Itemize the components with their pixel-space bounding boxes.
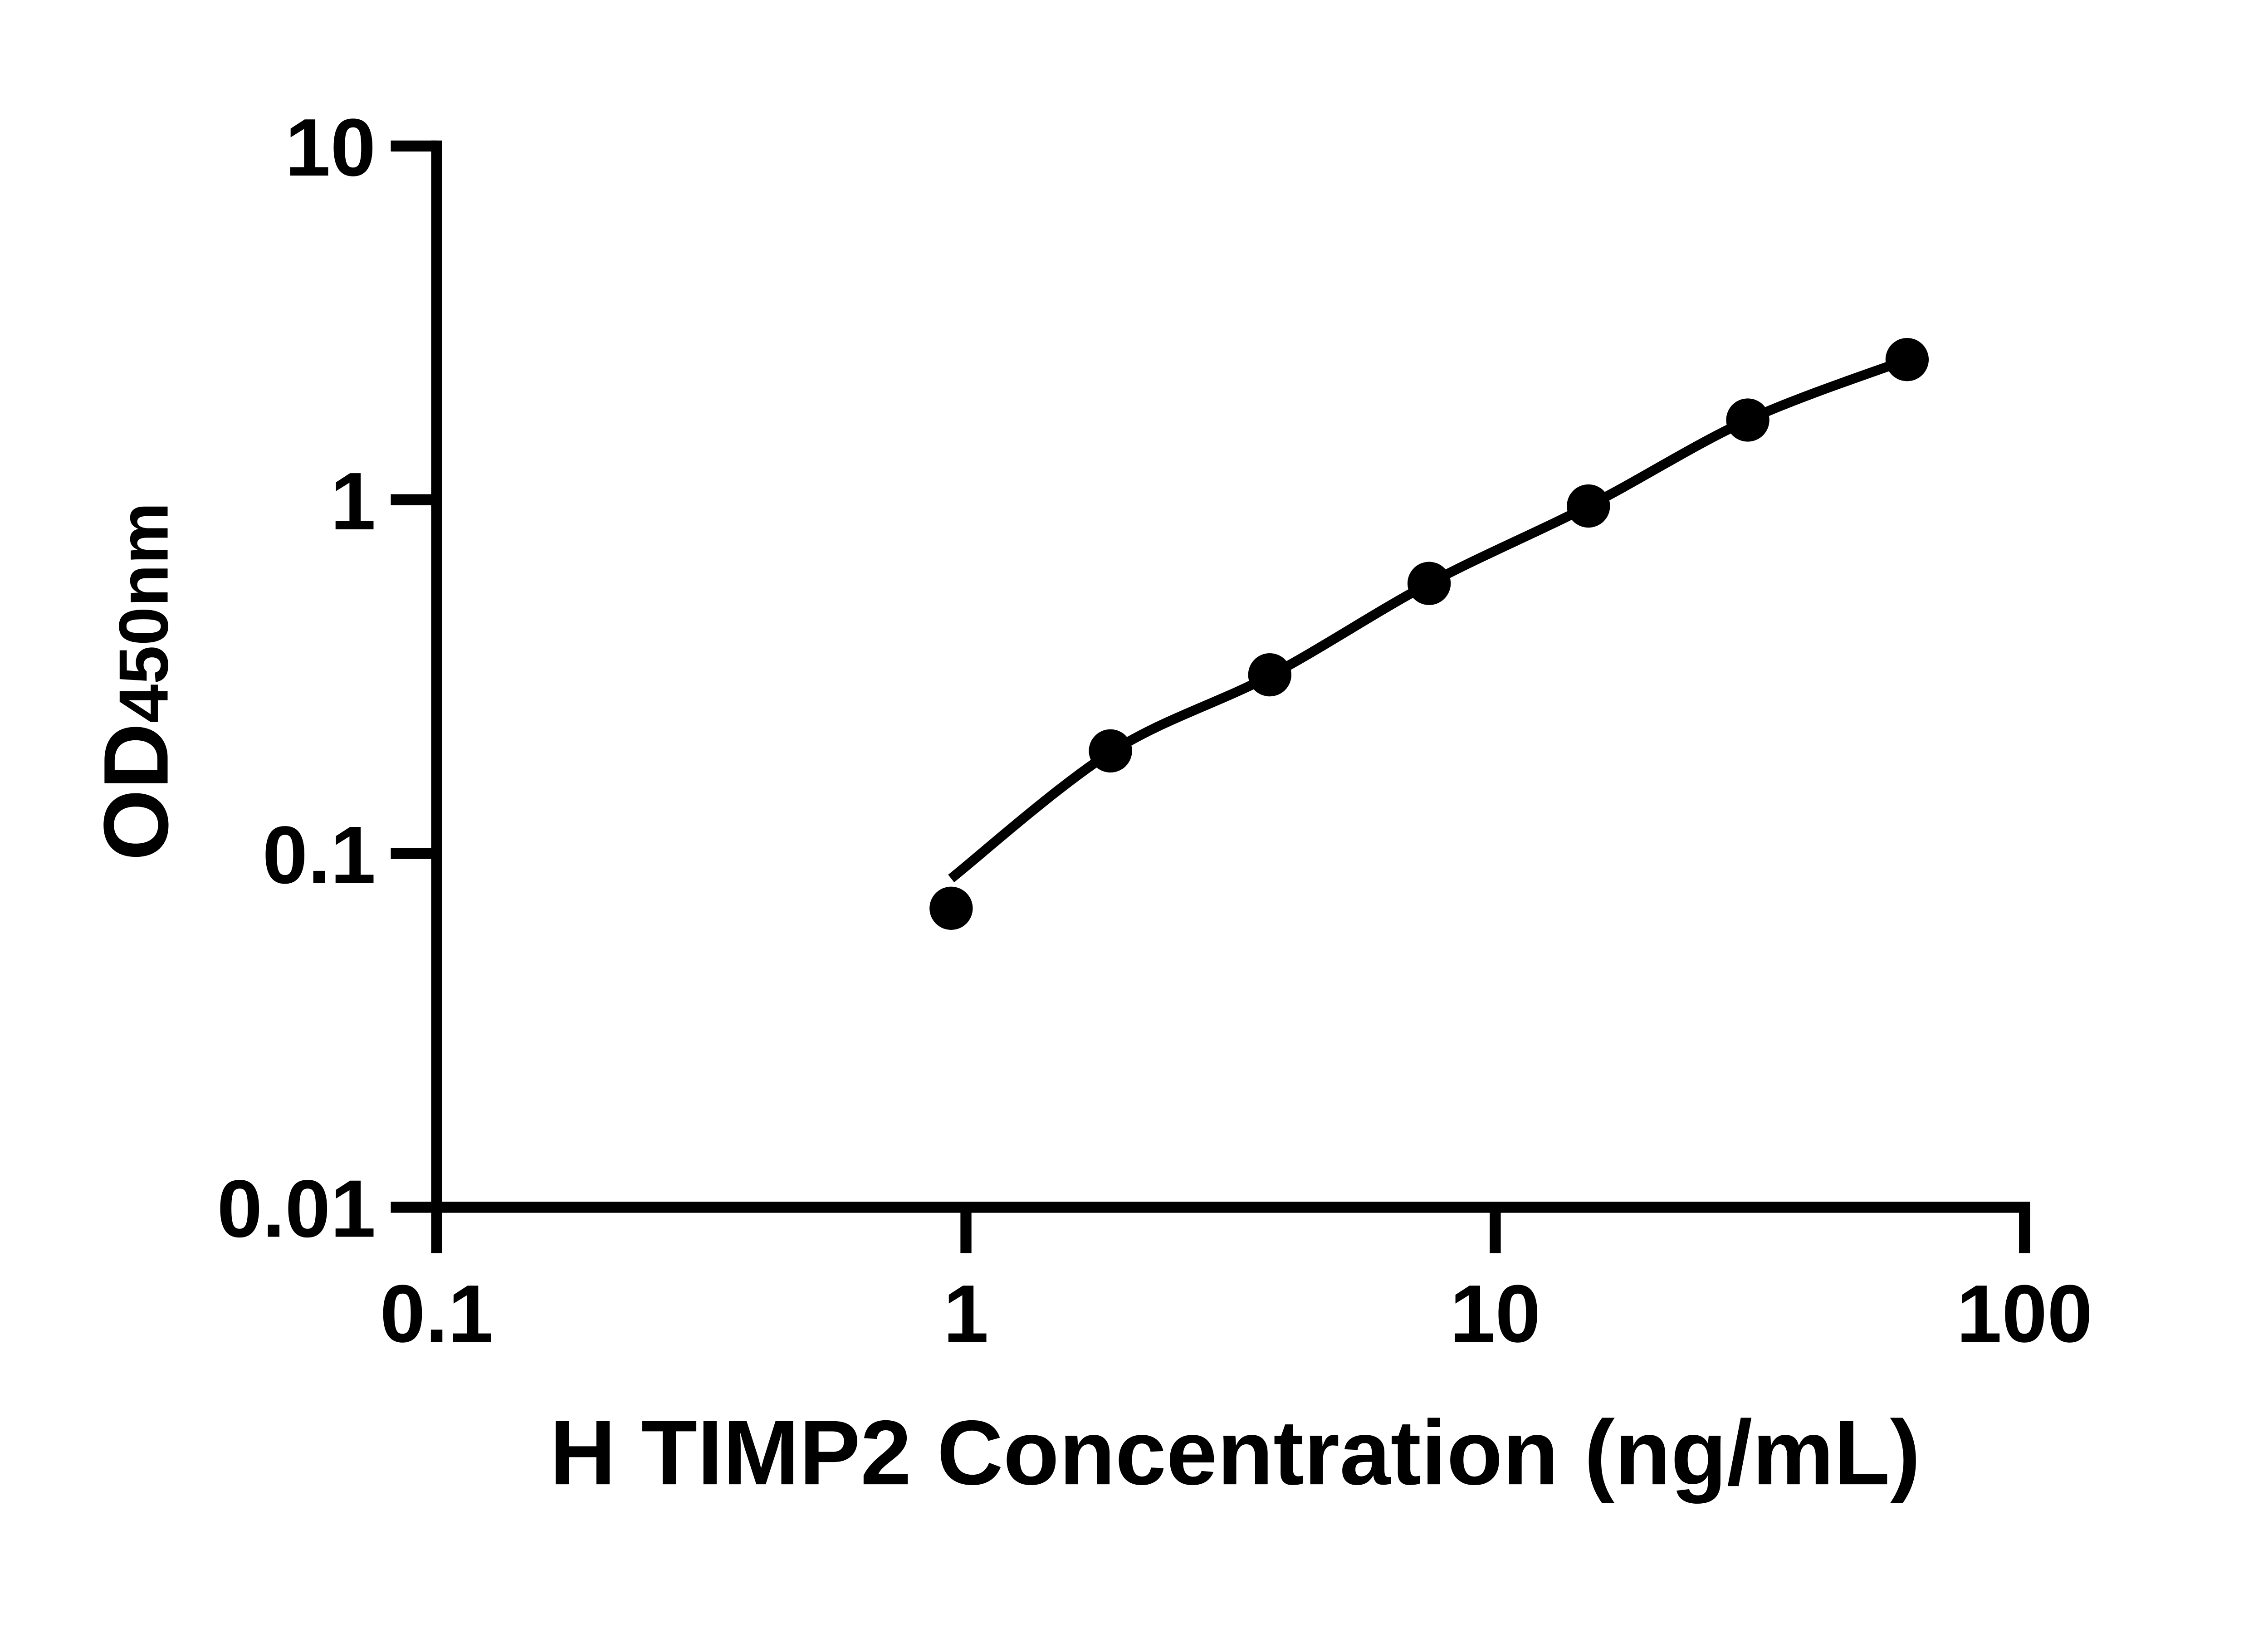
x-tick-label-1: 1 [943,1268,988,1359]
chart-canvas: 10 1 0.1 0.01 0.1 1 10 100 H TIMP2 Conce… [84,102,2093,1504]
y-axis-title-subscript: 450nm [105,502,183,723]
y-tick-label-0.1: 0.1 [262,810,376,901]
data-point-marker [1089,729,1132,773]
data-point-marker [1407,562,1451,605]
y-tick-label-10: 10 [285,102,376,193]
data-point-marker [1248,653,1291,697]
data-point-marker [1726,398,1769,442]
y-tick-label-1: 1 [330,456,376,547]
x-tick-label-0.1: 0.1 [380,1268,494,1359]
data-point-marker [1885,338,1929,381]
data-point-marker [1567,484,1610,528]
x-tick-label-100: 100 [1956,1268,2092,1359]
elisa-standard-curve-figure: 10 1 0.1 0.01 0.1 1 10 100 H TIMP2 Conce… [84,102,2093,1504]
x-axis-title: H TIMP2 Concentration (ng/mL) [549,1401,1920,1504]
plot-layer [391,140,2030,1253]
fit-curve [948,355,1909,882]
y-axis-title: OD450nm [85,502,187,861]
data-point-marker [929,886,973,930]
y-axis-title-main: OD [85,723,187,861]
x-tick-label-10: 10 [1450,1268,1540,1359]
y-tick-label-0.01: 0.01 [217,1164,376,1255]
